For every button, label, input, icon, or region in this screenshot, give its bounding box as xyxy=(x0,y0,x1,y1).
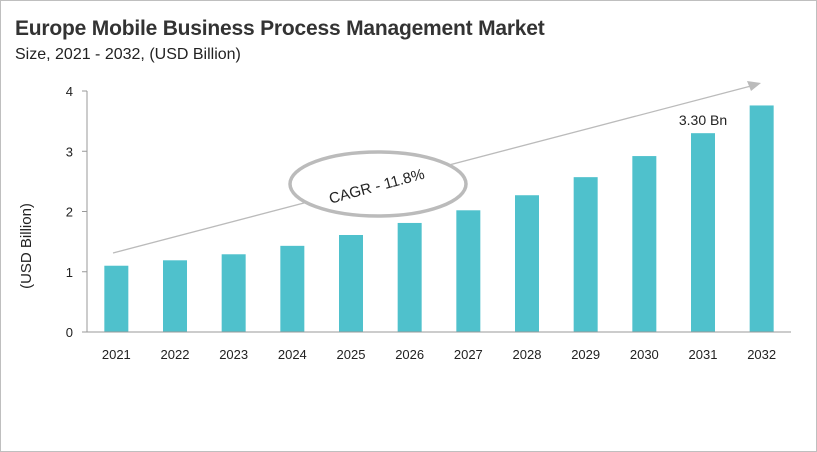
bar-2023 xyxy=(221,254,246,332)
x-tick-label: 2024 xyxy=(278,347,307,362)
bar-2024 xyxy=(280,245,305,332)
trend-arrow-head-icon xyxy=(747,81,761,91)
chart-subtitle: Size, 2021 - 2032, (USD Billion) xyxy=(15,46,241,63)
x-tick-label: 2028 xyxy=(513,347,542,362)
y-tick-label: 3 xyxy=(66,144,73,159)
x-tick-label: 2032 xyxy=(747,347,776,362)
bar-2021 xyxy=(104,265,129,332)
bar-2028 xyxy=(515,195,539,332)
bar-2027 xyxy=(456,210,481,332)
bar-2022 xyxy=(163,260,187,332)
x-tick-label: 2026 xyxy=(395,347,424,362)
y-tick-label: 2 xyxy=(66,205,73,220)
bar-2031 xyxy=(691,133,715,332)
x-tick-label: 2029 xyxy=(571,347,600,362)
x-tick-label: 2021 xyxy=(102,347,131,362)
bar-2032 xyxy=(749,105,774,333)
x-tick-label: 2030 xyxy=(630,347,659,362)
y-axis-label: (USD Billion) xyxy=(18,203,35,289)
y-tick-label: 0 xyxy=(66,325,73,340)
value-label: 3.30 Bn xyxy=(679,112,727,128)
x-tick-label: 2023 xyxy=(219,347,248,362)
bar-2030 xyxy=(632,156,657,332)
y-tick-label: 1 xyxy=(66,265,73,280)
x-tick-label: 2022 xyxy=(161,347,190,362)
bar-2029 xyxy=(573,177,598,332)
cagr-ellipse xyxy=(288,150,468,218)
x-tick-label: 2031 xyxy=(689,347,718,362)
chart-title: Europe Mobile Business Process Managemen… xyxy=(15,17,545,40)
x-tick-label: 2027 xyxy=(454,347,483,362)
bar-2025 xyxy=(339,234,363,332)
bar-2026 xyxy=(397,222,422,332)
y-tick-label: 4 xyxy=(66,84,73,99)
x-tick-label: 2025 xyxy=(337,347,366,362)
